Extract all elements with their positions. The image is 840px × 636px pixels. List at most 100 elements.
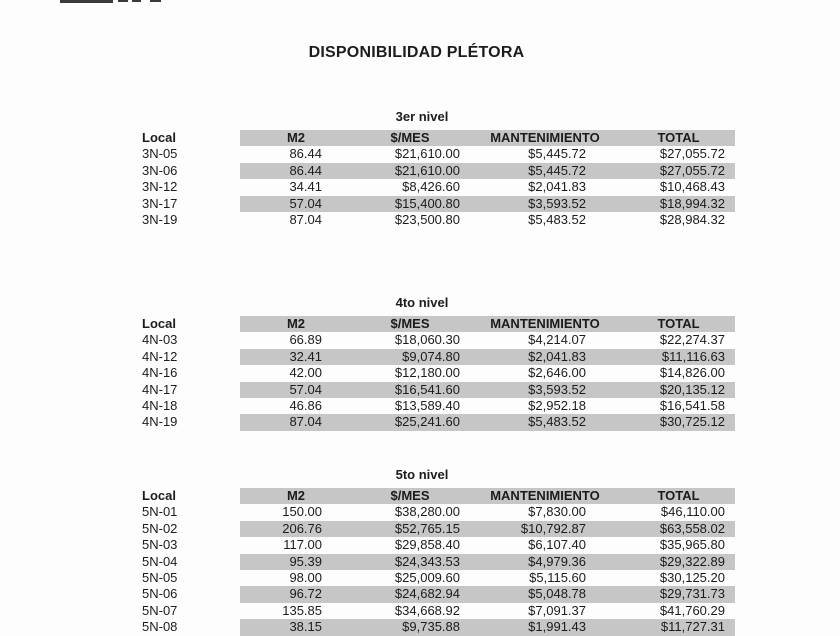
cell-m2: 34.41 [289,179,322,195]
cell-mes: $34,668.92 [394,602,460,618]
cell-local: 4N-16 [142,365,178,381]
table-row: 4N-18 46.86 $13,589.40 $2,952.18 $16,541… [140,398,735,414]
cell-local: 3N-12 [142,179,178,195]
cell-mantenimiento: $10,792.87 [468,520,622,538]
section-title-row: 3er nivel [140,108,735,130]
cell-m2: 206.76 [240,520,352,538]
column-header-mes: $/MES [352,316,468,333]
cell-total: $22,274.37 [659,332,725,348]
table-row: 5N-04 95.39 $24,343.53 $4,979.36 $29,322… [140,553,735,570]
cell-local: 5N-08 [142,619,178,635]
cell-local: 5N-05 [142,569,178,585]
column-header-mes: $/MES [352,130,468,147]
cell-total: $30,725.12 [622,414,735,431]
table-body: 3N-05 86.44 $21,610.00 $5,445.72 $27,055… [140,146,735,228]
cell-m2: 86.44 [240,162,352,180]
cell-m2: 87.04 [289,211,322,227]
cell-mes: $12,180.00 [394,365,460,381]
table-row: 4N-17 57.04 $16,541.60 $3,593.52 $20,135… [140,381,735,398]
column-header-mantenimiento: MANTENIMIENTO [468,130,622,147]
section-title-row: 4to nivel [140,294,735,316]
cell-local: 4N-18 [142,397,178,413]
cell-mantenimiento: $2,952.18 [528,397,586,413]
cell-local: 5N-02 [142,520,178,536]
cell-m2: 46.86 [289,397,322,413]
cell-m2: 87.04 [240,414,352,431]
cell-mantenimiento: $7,091.37 [528,602,586,618]
cell-local: 4N-03 [142,332,178,348]
table-row: 3N-12 34.41 $8,426.60 $2,041.83 $10,468.… [140,179,735,195]
cell-mantenimiento: $2,041.83 [528,179,586,195]
table-row: 5N-06 96.72 $24,682.94 $5,048.78 $29,731… [140,586,735,603]
artifact-segment [150,0,161,2]
cell-mes: $21,610.00 [352,162,468,180]
cell-mantenimiento: $1,991.43 [468,619,622,636]
table-row: 3N-19 87.04 $23,500.80 $5,483.52 $28,984… [140,212,735,228]
cell-mes: $16,541.60 [352,381,468,398]
cell-total: $11,727.31 [622,619,735,636]
column-header-m2: M2 [240,488,352,505]
cell-mantenimiento: $7,830.00 [528,504,586,520]
section-title: 4to nivel [395,295,449,310]
table-row: 5N-01 150.00 $38,280.00 $7,830.00 $46,11… [140,504,735,520]
cell-total: $16,541.58 [659,397,725,413]
cell-total: $46,110.00 [660,504,725,520]
cell-local: 3N-17 [142,195,178,211]
cell-total: $11,116.63 [622,348,735,366]
artifact-segment [60,0,113,3]
cell-m2: 98.00 [289,569,322,585]
artifact-segment [132,0,141,2]
column-header-m2: M2 [240,316,352,333]
cell-local: 3N-05 [142,146,178,162]
cell-mes: $25,009.60 [394,569,460,585]
cell-mes: $29,858.40 [394,537,460,553]
cell-total: $20,135.12 [622,381,735,398]
column-header-total: TOTAL [622,488,735,505]
cell-mes: $24,343.53 [352,553,468,570]
level-section: 5to nivel Local M2 $/MES MANTENIMIENTO T… [140,466,735,636]
table-header-row: Local M2 $/MES MANTENIMIENTO TOTAL [140,316,735,333]
cell-mes: $9,735.88 [352,619,468,636]
cell-m2: 95.39 [240,553,352,570]
column-header-mes: $/MES [352,488,468,505]
cell-local: 5N-04 [142,553,178,569]
table-row: 5N-05 98.00 $25,009.60 $5,115.60 $30,125… [140,570,735,586]
cell-total: $35,965.80 [659,537,725,553]
cell-mantenimiento: $5,483.52 [528,211,586,227]
cell-mes: $18,060.30 [394,332,460,348]
cell-mes: $8,426.60 [402,179,460,195]
cell-total: $30,125.20 [659,569,725,585]
column-header-m2: M2 [240,130,352,147]
cell-total: $63,558.02 [622,520,735,538]
cell-total: $29,322.89 [622,553,735,570]
column-header-local: Local [142,316,176,331]
cell-total: $27,055.72 [659,146,725,162]
section-title: 3er nivel [395,109,449,124]
cell-local: 5N-07 [142,602,178,618]
level-section: 3er nivel Local M2 $/MES MANTENIMIENTO T… [140,108,735,228]
cell-mes: $24,682.94 [352,586,468,603]
cell-mes: $15,400.80 [352,195,468,212]
section-title-row: 5to nivel [140,466,735,488]
cell-mes: $21,610.00 [394,146,460,162]
cell-mantenimiento: $4,214.07 [528,332,586,348]
table-row: 4N-16 42.00 $12,180.00 $2,646.00 $14,826… [140,365,735,381]
cell-mantenimiento: $6,107.40 [528,537,586,553]
cell-mantenimiento: $2,041.83 [468,348,622,366]
table-row: 3N-06 86.44 $21,610.00 $5,445.72 $27,055… [140,162,735,180]
table-row: 4N-12 32.41 $9,074.80 $2,041.83 $11,116.… [140,348,735,366]
cell-local: 5N-06 [142,586,178,602]
cell-mantenimiento: $5,445.72 [528,146,586,162]
cell-m2: 32.41 [240,348,352,366]
cell-m2: 96.72 [240,586,352,603]
cell-mantenimiento: $5,483.52 [468,414,622,431]
cell-mantenimiento: $5,048.78 [468,586,622,603]
cell-mes: $52,765.15 [352,520,468,538]
cell-mes: $25,241.60 [352,414,468,431]
cell-local: 4N-17 [142,381,178,397]
cell-local: 3N-19 [142,211,178,227]
cell-m2: 117.00 [283,537,322,553]
cell-total: $14,826.00 [659,365,725,381]
column-header-local: Local [142,130,176,145]
table-body: 5N-01 150.00 $38,280.00 $7,830.00 $46,11… [140,504,735,636]
